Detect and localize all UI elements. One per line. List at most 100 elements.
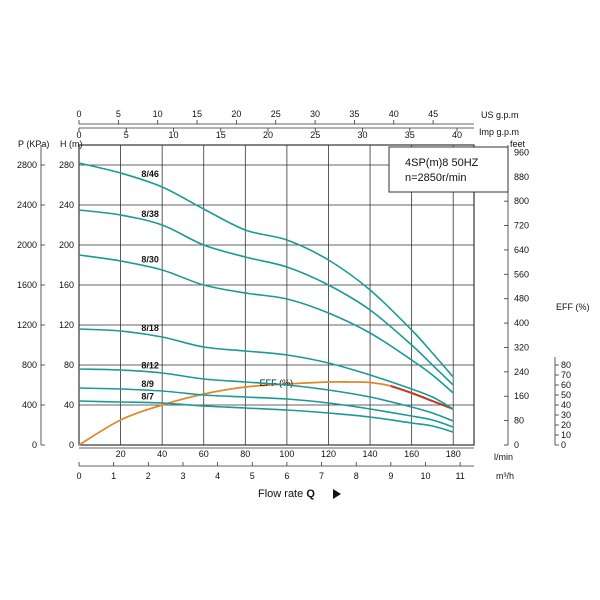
- p-tick-label: 400: [22, 400, 37, 410]
- p-tick-label: 2800: [17, 160, 37, 170]
- flow-direction-arrow-icon: [333, 489, 341, 499]
- p-tick-label: 0: [32, 440, 37, 450]
- feet-tick-label: 880: [514, 172, 529, 182]
- h-tick-label: 240: [59, 200, 74, 210]
- h-tick-label: 120: [59, 320, 74, 330]
- m3h-tick-label: 11: [455, 471, 464, 481]
- p-tick-label: 1600: [17, 280, 37, 290]
- x-tick-label: 160: [404, 449, 419, 459]
- head-curve-8-38: [78, 209, 454, 386]
- us-gpm-tick-label: 5: [116, 109, 121, 119]
- eff-tick-label: 50: [561, 390, 571, 400]
- x-tick-label: 120: [321, 449, 336, 459]
- info-speed: n=2850r/min: [405, 172, 466, 184]
- p-tick-label: 2400: [17, 200, 37, 210]
- x-tick-label: 180: [446, 449, 461, 459]
- p-unit-label: P (KPa): [18, 139, 49, 149]
- m3-unit-label: m³/h: [496, 471, 514, 481]
- x-tick-label: 60: [199, 449, 209, 459]
- us-gpm-tick-label: 10: [153, 109, 163, 119]
- x-axis-title: Flow rate Q: [258, 488, 315, 500]
- feet-tick-label: 160: [514, 391, 529, 401]
- imp-gpm-tick-label: 10: [169, 130, 179, 140]
- m3h-tick-label: 7: [319, 471, 324, 481]
- p-tick-label: 2000: [17, 240, 37, 250]
- feet-unit-label: feet: [510, 139, 526, 149]
- m3h-tick-label: 4: [215, 471, 220, 481]
- eff-tick-label: 70: [561, 370, 571, 380]
- head-curve-8-9: [78, 387, 454, 428]
- m3h-tick-label: 6: [284, 471, 289, 481]
- h-tick-label: 40: [64, 400, 74, 410]
- head-curve-8-18: [78, 328, 454, 410]
- feet-tick-label: 640: [514, 245, 529, 255]
- imp-gpm-tick-label: 20: [263, 130, 273, 140]
- eff-unit-label: EFF (%): [556, 302, 590, 312]
- h-tick-label: 80: [64, 360, 74, 370]
- eff-tick-label: 0: [561, 440, 566, 450]
- feet-tick-label: 240: [514, 367, 529, 377]
- imp-gpm-tick-label: 15: [216, 130, 226, 140]
- eff-tick-label: 60: [561, 380, 571, 390]
- feet-tick-label: 720: [514, 221, 529, 231]
- us-gpm-tick-label: 30: [310, 109, 320, 119]
- x-tick-label: 20: [116, 449, 126, 459]
- h-unit-label: H (m): [60, 139, 83, 149]
- feet-tick-label: 400: [514, 318, 529, 328]
- feet-tick-label: 960: [514, 147, 529, 157]
- eff-tick-label: 80: [561, 360, 571, 370]
- m3h-tick-label: 2: [146, 471, 151, 481]
- m3h-tick-label: 1: [111, 471, 116, 481]
- head-curve-label: 8/9: [141, 379, 154, 389]
- efficiency-curve-label: EFF (%): [260, 378, 294, 388]
- head-curve-label: 8/7: [141, 392, 154, 402]
- eff-tick-label: 30: [561, 410, 571, 420]
- us-gpm-tick-label: 15: [192, 109, 202, 119]
- feet-tick-label: 800: [514, 196, 529, 206]
- eff-tick-label: 20: [561, 420, 571, 430]
- head-curve-label: 8/46: [141, 169, 159, 179]
- grid-layer: [78, 144, 475, 446]
- m3h-tick-label: 10: [420, 471, 430, 481]
- m3h-tick-label: 3: [180, 471, 185, 481]
- us-gpm-tick-label: 0: [76, 109, 81, 119]
- m3h-tick-label: 5: [250, 471, 255, 481]
- x-tick-label: 80: [240, 449, 250, 459]
- imp-gpm-tick-label: 35: [405, 130, 415, 140]
- head-curve-label: 8/38: [141, 209, 159, 219]
- head-curve-label: 8/18: [141, 323, 159, 333]
- h-tick-label: 200: [59, 240, 74, 250]
- us-gpm-tick-label: 25: [271, 109, 281, 119]
- imp-gpm-tick-label: 30: [358, 130, 368, 140]
- feet-tick-label: 560: [514, 269, 529, 279]
- feet-tick-label: 480: [514, 294, 529, 304]
- x-axis-title-text: Flow rate: [258, 488, 303, 500]
- info-box-frame: [388, 146, 509, 193]
- us-gpm-tick-label: 45: [428, 109, 438, 119]
- eff-tick-label: 40: [561, 400, 571, 410]
- x-tick-label: 40: [157, 449, 167, 459]
- h-tick-label: 0: [69, 440, 74, 450]
- imp-unit-label: Imp g.p.m: [479, 127, 519, 137]
- x-axis-title-symbol: Q: [306, 488, 315, 500]
- m3h-tick-label: 0: [76, 471, 81, 481]
- efficiency-curve-peak-segment: [390, 385, 454, 410]
- feet-tick-label: 320: [514, 342, 529, 352]
- p-tick-label: 800: [22, 360, 37, 370]
- imp-gpm-tick-label: 40: [452, 130, 462, 140]
- imp-gpm-tick-label: 25: [310, 130, 320, 140]
- m3h-tick-label: 9: [388, 471, 393, 481]
- head-curve-8-12: [78, 368, 454, 422]
- info-box: 4SP(m)8 50HZ n=2850r/min: [388, 146, 509, 193]
- info-model: 4SP(m)8 50HZ: [405, 157, 479, 169]
- feet-tick-label: 80: [514, 416, 524, 426]
- us-gpm-tick-label: 35: [349, 109, 359, 119]
- us-gpm-tick-label: 40: [389, 109, 399, 119]
- us-unit-label: US g.p.m: [481, 110, 519, 120]
- head-curve-8-46: [78, 162, 454, 378]
- head-curve-label: 8/12: [141, 361, 159, 371]
- feet-tick-label: 0: [514, 440, 519, 450]
- head-curve-8-7: [78, 400, 454, 433]
- plot-frame: [78, 144, 475, 446]
